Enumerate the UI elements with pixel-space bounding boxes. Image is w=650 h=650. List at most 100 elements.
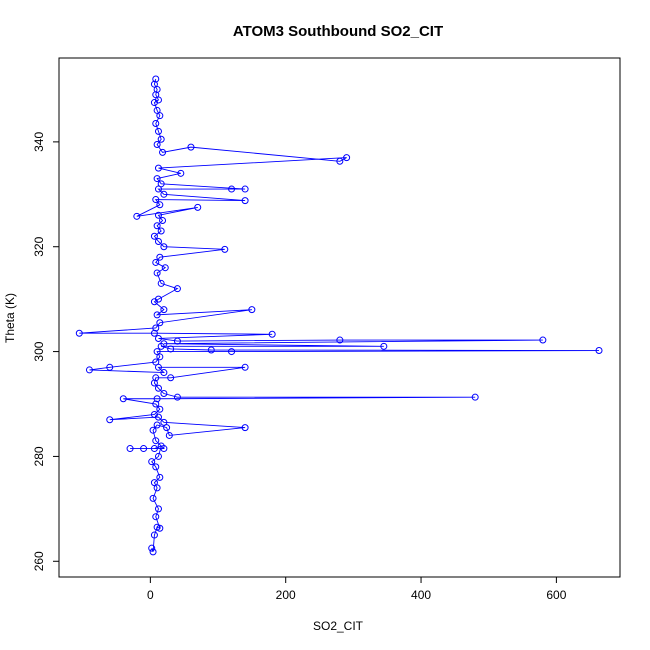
data-point	[173, 337, 181, 345]
data-point	[194, 203, 202, 211]
data-point	[160, 369, 168, 377]
data-point	[152, 196, 160, 204]
data-point	[268, 330, 276, 338]
data-point	[153, 421, 161, 429]
data-point	[207, 346, 215, 354]
data-point	[149, 426, 157, 434]
data-point	[153, 175, 161, 183]
data-point	[595, 347, 603, 355]
data-point	[149, 494, 157, 502]
data-point	[154, 334, 162, 342]
data-point	[154, 452, 162, 460]
data-point	[154, 505, 162, 513]
data-point	[157, 135, 165, 143]
data-point	[160, 418, 168, 426]
data-point	[75, 329, 83, 337]
data-point	[152, 400, 160, 408]
data-point	[380, 342, 388, 350]
data-point	[150, 232, 158, 240]
data-point	[539, 336, 547, 344]
data-point	[152, 120, 160, 128]
data-point	[153, 106, 161, 114]
data-point	[150, 531, 158, 539]
x-tick-label: 600	[546, 588, 566, 602]
data-point	[160, 340, 168, 348]
data-point	[160, 390, 168, 398]
data-point	[221, 245, 229, 253]
data-point	[156, 405, 164, 413]
data-point	[150, 410, 158, 418]
data-point	[156, 319, 164, 327]
data-point	[154, 127, 162, 135]
data-point	[153, 222, 161, 230]
data-point	[126, 445, 134, 453]
data-point	[160, 445, 168, 453]
data-point	[157, 279, 165, 287]
data-point	[336, 336, 344, 344]
data-point	[159, 148, 167, 156]
data-point	[187, 143, 195, 151]
data-point	[177, 169, 185, 177]
data-point	[156, 524, 164, 532]
x-tick-label: 0	[147, 588, 154, 602]
data-point	[150, 379, 158, 387]
data-point	[106, 416, 114, 424]
data-point	[140, 445, 148, 453]
data-point	[161, 264, 169, 272]
data-point	[154, 185, 162, 193]
x-axis-label: SO2_CIT	[313, 619, 364, 633]
data-point	[133, 212, 141, 220]
axes: 0 200 400 600 260 280 300 320 340	[32, 57, 621, 602]
data-point	[148, 458, 156, 466]
data-layer	[75, 75, 603, 556]
data-point	[85, 366, 93, 374]
data-point	[159, 217, 167, 225]
y-axis-label: Theta (K)	[3, 293, 17, 343]
data-point	[154, 384, 162, 392]
data-point	[150, 479, 158, 487]
data-point	[153, 484, 161, 492]
data-point	[471, 393, 479, 401]
data-point	[152, 463, 160, 471]
data-point	[157, 227, 165, 235]
data-point	[152, 513, 160, 521]
data-point	[153, 395, 161, 403]
data-point	[167, 374, 175, 382]
data-point	[152, 437, 160, 445]
data-point	[241, 185, 249, 193]
data-point	[153, 348, 161, 356]
data-point	[154, 237, 162, 245]
data-point	[173, 393, 181, 401]
data-point	[160, 306, 168, 314]
data-point	[106, 363, 114, 371]
data-point	[156, 473, 164, 481]
data-point	[336, 157, 344, 165]
data-point	[241, 424, 249, 432]
data-point	[153, 141, 161, 148]
x-tick-label: 400	[411, 588, 431, 602]
data-point	[153, 269, 161, 277]
data-point	[248, 306, 256, 314]
y-tick-label: 260	[32, 551, 46, 571]
data-point	[343, 154, 351, 162]
data-point	[228, 348, 236, 356]
data-point	[150, 80, 158, 88]
data-point	[167, 345, 175, 353]
data-point	[154, 211, 162, 219]
data-point	[163, 424, 171, 432]
data-point	[152, 75, 160, 83]
data-point	[160, 190, 168, 198]
data-point	[153, 311, 161, 319]
data-point	[241, 197, 249, 205]
data-point	[152, 374, 160, 382]
data-point	[154, 164, 162, 172]
data-point	[149, 548, 157, 556]
data-point	[152, 358, 160, 366]
plot-frame	[58, 57, 621, 578]
y-tick-label: 280	[32, 446, 46, 466]
data-point	[241, 363, 249, 371]
data-point	[160, 243, 168, 251]
data-point	[173, 285, 181, 293]
